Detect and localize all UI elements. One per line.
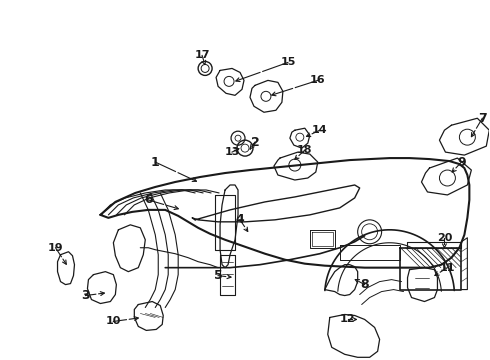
Text: 4: 4	[236, 213, 245, 226]
Text: 15: 15	[280, 58, 295, 67]
Text: 2: 2	[250, 136, 259, 149]
Text: 8: 8	[360, 278, 369, 291]
Text: 7: 7	[478, 112, 487, 125]
Text: 10: 10	[106, 316, 121, 327]
Text: 19: 19	[48, 243, 63, 253]
Text: 18: 18	[297, 145, 313, 155]
Text: 11: 11	[440, 263, 455, 273]
Text: 9: 9	[457, 156, 465, 168]
Text: 12: 12	[340, 314, 355, 324]
Text: 14: 14	[312, 125, 328, 135]
Text: 5: 5	[214, 269, 222, 282]
Text: 16: 16	[310, 75, 326, 85]
Text: 17: 17	[195, 50, 210, 60]
Text: 6: 6	[144, 193, 152, 206]
Text: 1: 1	[151, 156, 160, 168]
Text: 20: 20	[437, 233, 452, 243]
Text: 13: 13	[224, 147, 240, 157]
Text: 3: 3	[81, 289, 90, 302]
